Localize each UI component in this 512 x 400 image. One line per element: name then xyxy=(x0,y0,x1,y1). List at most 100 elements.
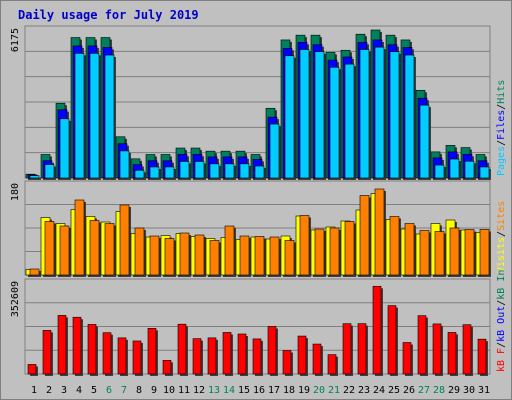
sites-bar xyxy=(359,195,371,277)
sites-bar xyxy=(269,236,281,277)
x-tick-label: 31 xyxy=(478,385,490,396)
kbf-bar xyxy=(72,316,83,376)
kbf-bar-fill xyxy=(237,333,247,375)
kbf-bar-fill xyxy=(447,332,457,375)
pages-bar xyxy=(209,163,221,180)
pages-bar xyxy=(269,123,281,180)
pages-bar xyxy=(254,165,266,180)
kbf-bar xyxy=(87,324,98,376)
kbf-bar xyxy=(147,328,158,376)
pages-bar-fill xyxy=(329,66,340,179)
kbf-bar xyxy=(267,326,278,376)
pages-bar xyxy=(344,63,356,180)
top-legend-item: Hits xyxy=(496,80,507,104)
pages-bar-fill xyxy=(74,53,85,179)
kbf-bar xyxy=(42,330,53,376)
sites-bar-fill xyxy=(464,229,475,276)
sites-bar xyxy=(389,216,401,277)
sites-bar xyxy=(89,220,101,277)
middle-ymax-label: 180 xyxy=(10,183,21,201)
pages-bar xyxy=(389,51,401,180)
sites-bar-fill xyxy=(134,227,145,276)
kbf-bar xyxy=(327,354,338,376)
sites-bar xyxy=(119,204,131,277)
sites-bar xyxy=(134,227,146,277)
pages-bar xyxy=(164,166,176,180)
pages-bar-fill xyxy=(314,51,325,179)
x-tick-label: 19 xyxy=(298,385,310,396)
sites-bar xyxy=(179,232,191,277)
pages-bar xyxy=(29,175,41,180)
x-axis-labels: 1 2 3 4 5 6 7 8 9 10 11 12 13 14 15 16 17 18 19 20 21 22 23 24 2… xyxy=(31,385,490,396)
pages-bar-fill xyxy=(284,55,295,179)
pages-bar xyxy=(479,166,491,180)
pages-bar xyxy=(314,51,326,180)
x-tick-label: 14 xyxy=(223,385,235,396)
pages-bar xyxy=(299,49,311,181)
kbf-bar xyxy=(132,340,143,376)
sites-bar-fill xyxy=(314,228,325,276)
sites-bar-fill xyxy=(179,232,190,276)
pages-bar-fill xyxy=(464,160,475,179)
kbf-bar xyxy=(462,324,473,376)
sites-bar-fill xyxy=(374,188,385,276)
x-tick-label: 15 xyxy=(238,385,250,396)
sites-bar-fill xyxy=(239,235,250,276)
kbf-bar-fill xyxy=(177,323,187,375)
kbf-bar-fill xyxy=(297,335,307,375)
sites-bar-fill xyxy=(59,225,70,276)
sites-bar-fill xyxy=(284,240,295,276)
pages-bar-fill xyxy=(479,166,490,179)
kbf-bar xyxy=(297,335,308,376)
pages-bar-fill xyxy=(404,54,415,179)
kbf-bar-fill xyxy=(417,315,427,375)
x-tick-label: 22 xyxy=(343,385,355,396)
pages-bar xyxy=(359,49,371,181)
kbf-bar-fill xyxy=(207,337,217,375)
sites-bar xyxy=(404,223,416,277)
sites-bar-fill xyxy=(194,234,205,276)
pages-bar-fill xyxy=(194,161,205,179)
panel-middle: 180 Visits/Sites xyxy=(10,180,507,277)
sites-bar xyxy=(194,234,206,277)
pages-bar-fill xyxy=(269,123,280,179)
x-tick-label: 18 xyxy=(283,385,295,396)
sites-bar-fill xyxy=(164,238,175,276)
kbf-bar xyxy=(387,305,398,376)
x-tick-label: 28 xyxy=(433,385,445,396)
pages-bar xyxy=(134,170,146,180)
top-ymax-label: 6175 xyxy=(10,28,21,52)
pages-bar xyxy=(329,66,341,180)
kbf-bar xyxy=(402,342,413,376)
x-tick-label: 6 xyxy=(106,385,112,396)
kbf-bar xyxy=(117,337,128,376)
pages-bar-fill xyxy=(164,166,175,179)
bottom-ymax-label: 352609 xyxy=(10,281,21,317)
pages-bar xyxy=(224,163,236,180)
pages-bar xyxy=(419,104,431,180)
kbf-bar-fill xyxy=(267,326,277,375)
pages-bar xyxy=(179,161,191,180)
sites-bar-fill xyxy=(254,236,265,276)
sites-bar-fill xyxy=(299,215,310,276)
sites-bar-fill xyxy=(44,221,55,276)
x-tick-label: 16 xyxy=(253,385,265,396)
x-tick-label: 23 xyxy=(358,385,370,396)
pages-bar-fill xyxy=(44,164,55,179)
x-tick-label: 11 xyxy=(178,385,190,396)
kbf-bar xyxy=(27,364,38,376)
middle-legend: Visits/Sites xyxy=(496,201,507,273)
sites-bar-fill xyxy=(89,220,100,276)
sites-bar-fill xyxy=(344,221,355,276)
pages-bar-fill xyxy=(149,166,160,179)
sites-bar-fill xyxy=(149,235,160,276)
sites-bar xyxy=(344,221,356,277)
top-legend-item: / xyxy=(496,140,507,146)
bottom-legend: kB F/kB Out/kB In xyxy=(496,270,507,372)
kbf-bar xyxy=(237,333,248,376)
pages-bar-fill xyxy=(344,63,355,179)
x-tick-label: 29 xyxy=(448,385,460,396)
sites-bar xyxy=(44,221,56,277)
pages-bar-fill xyxy=(239,163,250,179)
